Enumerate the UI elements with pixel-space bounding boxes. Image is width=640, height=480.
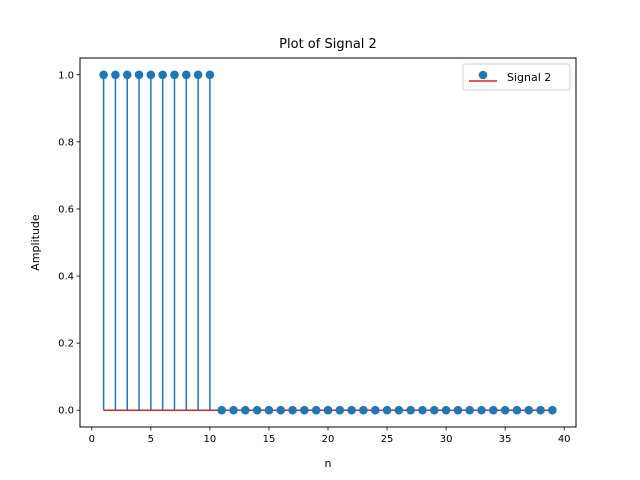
- chart-title: Plot of Signal 2: [279, 37, 377, 52]
- stem-marker: [382, 405, 392, 415]
- stem-marker: [193, 70, 203, 80]
- stem-marker: [170, 70, 179, 80]
- x-tick-label: 15: [263, 434, 276, 445]
- stem-marker: [252, 405, 262, 415]
- plot-area: [80, 58, 576, 427]
- stem-marker: [429, 405, 439, 415]
- stem-marker: [158, 70, 167, 80]
- y-tick-label: 0.8: [58, 137, 74, 148]
- y-axis-ticks: 0.0 0.2 0.4 0.6 0.8 1.0: [58, 70, 80, 417]
- y-tick-label: 0.0: [58, 406, 74, 417]
- stem-marker: [489, 405, 498, 415]
- stem-marker: [311, 405, 321, 415]
- plot-frame: [79, 57, 577, 428]
- stem-marker: [500, 405, 510, 415]
- legend-marker-swatch: [478, 70, 488, 80]
- y-tick-label: 0.2: [58, 339, 74, 350]
- stem-marker: [548, 405, 557, 415]
- stem-marker: [241, 405, 250, 415]
- y-tick-label: 0.4: [58, 272, 74, 283]
- stem-marker: [99, 70, 108, 80]
- legend-label: Signal 2: [507, 71, 551, 84]
- x-tick-label: 25: [381, 434, 394, 445]
- stem-marker: [323, 405, 333, 415]
- x-tick-label: 5: [148, 434, 154, 445]
- y-tick-label: 0.6: [58, 204, 74, 215]
- x-tick-label: 35: [499, 434, 512, 445]
- stem-marker: [512, 405, 522, 415]
- x-axis-ticks: 0 5 10 15 20 25 30 35 40: [89, 427, 571, 445]
- stem-marker: [359, 405, 368, 415]
- stem-marker: [465, 405, 475, 415]
- x-tick-label: 30: [440, 434, 453, 445]
- x-axis-label: n: [325, 457, 332, 470]
- stem-marker: [134, 70, 144, 80]
- legend: Signal 2: [462, 63, 571, 91]
- stem-marker: [300, 405, 309, 415]
- stem-marker: [229, 405, 238, 415]
- stem-marker: [276, 405, 286, 415]
- y-axis-label: Amplitude: [29, 214, 42, 271]
- stem-marker: [536, 405, 545, 415]
- stem-marker: [264, 405, 274, 415]
- stem-marker: [477, 405, 486, 415]
- stem-marker: [418, 405, 427, 415]
- stem-marker: [217, 405, 227, 415]
- legend-box: [462, 63, 571, 91]
- x-tick-label: 10: [204, 434, 217, 445]
- stem-marker: [524, 405, 534, 415]
- stem-marker: [146, 70, 156, 80]
- stem-marker: [205, 70, 215, 80]
- x-tick-label: 0: [89, 434, 95, 445]
- stem-marker: [441, 405, 451, 415]
- stem-marker: [394, 405, 404, 415]
- stem-marker: [111, 70, 120, 80]
- stem-marker: [370, 405, 380, 415]
- stem-lines: [102, 74, 211, 411]
- stem-marker: [453, 405, 463, 415]
- stem-markers: [99, 70, 557, 415]
- x-tick-label: 40: [558, 434, 571, 445]
- stem-marker: [181, 70, 191, 80]
- stem-marker: [335, 405, 345, 415]
- stem-marker: [122, 70, 132, 80]
- stem-marker: [347, 405, 356, 415]
- y-tick-label: 1.0: [58, 70, 74, 81]
- x-tick-label: 20: [322, 434, 335, 445]
- stem-marker: [288, 405, 297, 415]
- stem-marker: [406, 405, 415, 415]
